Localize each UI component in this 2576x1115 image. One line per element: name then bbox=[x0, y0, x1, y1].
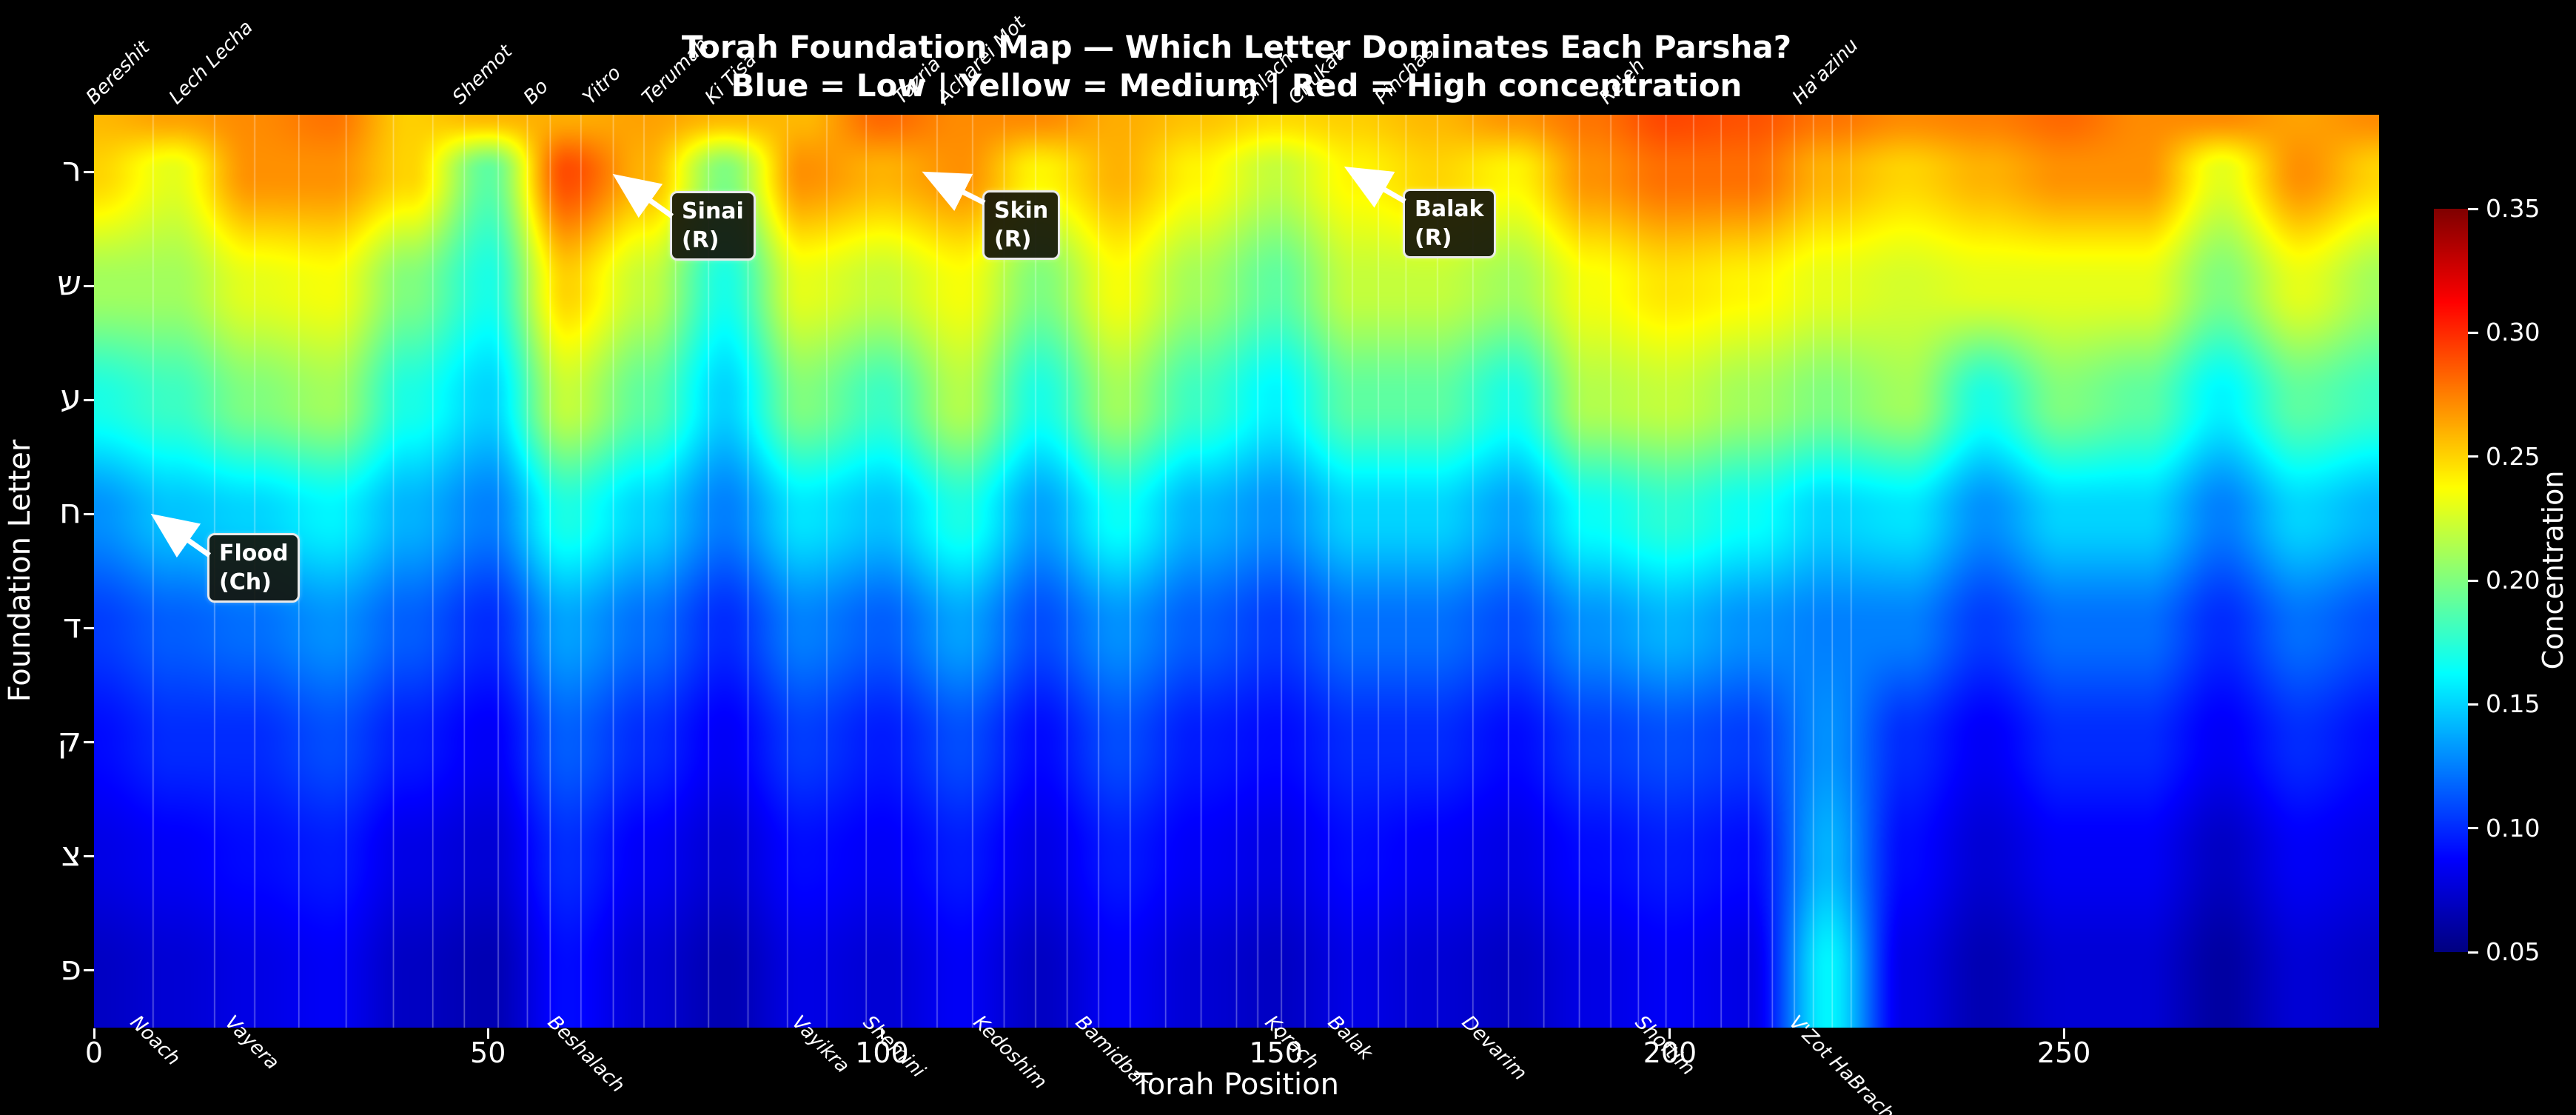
colorbar-tick-label: 0.15 bbox=[2486, 689, 2540, 719]
colorbar-label: Concentration bbox=[2537, 470, 2569, 670]
y-tick-label-letter: ק bbox=[57, 719, 81, 760]
colorbar-tick-mark bbox=[2468, 827, 2478, 830]
chart-title: Torah Foundation Map — Which Letter Domi… bbox=[681, 29, 1792, 65]
title-block: Torah Foundation Map — Which Letter Domi… bbox=[94, 28, 2379, 105]
annotation-text: Skin bbox=[994, 198, 1049, 224]
x-tick-label: 50 bbox=[470, 1037, 506, 1069]
y-tick-mark bbox=[84, 512, 94, 515]
x-tick-mark bbox=[1668, 1028, 1671, 1039]
colorbar-tick-mark bbox=[2468, 951, 2478, 954]
y-tick-mark bbox=[84, 170, 94, 173]
colorbar-tick-mark bbox=[2468, 331, 2478, 334]
y-tick-label-letter: צ bbox=[61, 833, 81, 874]
y-axis-label: Foundation Letter bbox=[3, 439, 37, 703]
annotation-text: Sinai bbox=[682, 198, 744, 224]
annotation-text: Balak bbox=[1415, 196, 1484, 222]
annotation-box: Sinai (R) bbox=[670, 191, 756, 261]
y-tick-mark bbox=[84, 398, 94, 401]
colorbar-gradient bbox=[2434, 209, 2468, 952]
x-tick-mark bbox=[93, 1028, 95, 1039]
y-tick-mark bbox=[84, 284, 94, 287]
x-tick-label: 150 bbox=[1249, 1037, 1303, 1069]
annotation-text: Flood bbox=[219, 540, 289, 566]
x-tick-label: 250 bbox=[2036, 1037, 2091, 1069]
y-tick-label-letter: ח bbox=[58, 491, 81, 532]
x-tick-mark bbox=[880, 1028, 883, 1039]
colorbar-tick-mark bbox=[2468, 207, 2478, 210]
y-tick-label-letter: פ bbox=[60, 947, 81, 988]
annotation-text: (R) bbox=[1415, 225, 1452, 251]
annotation-text: (R) bbox=[994, 227, 1032, 252]
y-tick-mark bbox=[84, 855, 94, 858]
y-tick-mark bbox=[84, 969, 94, 972]
y-tick-label-letter: ש bbox=[57, 263, 81, 304]
y-tick-mark bbox=[84, 741, 94, 744]
colorbar-tick-label: 0.10 bbox=[2486, 813, 2540, 843]
y-tick-mark bbox=[84, 627, 94, 630]
colorbar-tick-label: 0.05 bbox=[2486, 937, 2540, 966]
chart-subtitle: Blue = Low | Yellow = Medium | Red = Hig… bbox=[731, 67, 1743, 104]
x-tick-label: 200 bbox=[1643, 1037, 1697, 1069]
colorbar-tick-mark bbox=[2468, 579, 2478, 582]
annotation-text: (Ch) bbox=[219, 569, 272, 595]
colorbar-tick-label: 0.20 bbox=[2486, 566, 2540, 595]
colorbar-tick-label: 0.35 bbox=[2486, 194, 2540, 223]
x-tick-mark bbox=[1275, 1028, 1278, 1039]
colorbar-tick-mark bbox=[2468, 455, 2478, 458]
x-tick-mark bbox=[486, 1028, 489, 1039]
annotation-box: Skin (R) bbox=[982, 190, 1061, 260]
annotation-text: (R) bbox=[682, 227, 720, 253]
colorbar-tick-label: 0.25 bbox=[2486, 441, 2540, 471]
colorbar-tick-label: 0.30 bbox=[2486, 318, 2540, 347]
x-tick-label: 100 bbox=[855, 1037, 909, 1069]
y-tick-label-letter: ע bbox=[60, 377, 81, 418]
annotation-box: Balak (R) bbox=[1403, 189, 1496, 258]
x-tick-mark bbox=[2062, 1028, 2065, 1039]
colorbar-tick-mark bbox=[2468, 703, 2478, 706]
annotation-box: Flood (Ch) bbox=[207, 533, 301, 603]
heatmap-canvas bbox=[94, 115, 2379, 1028]
y-tick-label-letter: ד bbox=[62, 605, 81, 646]
x-axis-label: Torah Position bbox=[1134, 1068, 1339, 1102]
y-tick-label-letter: ר bbox=[62, 149, 81, 190]
x-tick-label: 0 bbox=[84, 1037, 104, 1069]
